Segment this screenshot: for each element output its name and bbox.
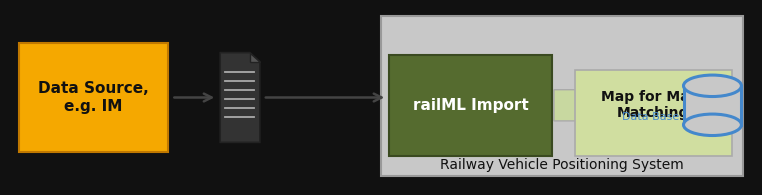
FancyBboxPatch shape: [381, 16, 743, 176]
FancyBboxPatch shape: [575, 70, 732, 156]
Text: Railway Vehicle Positioning System: Railway Vehicle Positioning System: [440, 158, 684, 172]
Text: Map for Map-
Matching: Map for Map- Matching: [601, 90, 706, 120]
Text: Data Source,
e.g. IM: Data Source, e.g. IM: [38, 81, 149, 114]
Polygon shape: [220, 53, 260, 142]
Text: railML Import: railML Import: [413, 98, 528, 113]
Polygon shape: [250, 53, 260, 62]
FancyBboxPatch shape: [389, 55, 552, 156]
Ellipse shape: [684, 114, 741, 136]
Text: Data Base: Data Base: [623, 112, 680, 122]
Bar: [684, 86, 741, 125]
Polygon shape: [554, 70, 599, 140]
FancyBboxPatch shape: [19, 43, 168, 152]
Ellipse shape: [684, 75, 741, 97]
